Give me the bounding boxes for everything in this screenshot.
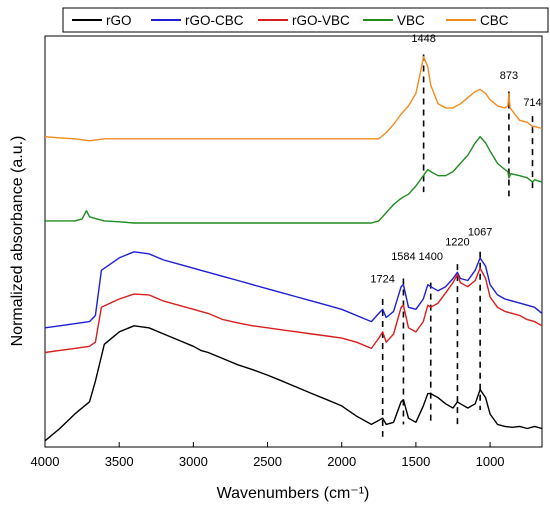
peak-label: 1724 — [370, 274, 394, 286]
series-lines — [44, 55, 543, 442]
legend-label-vbc: VBC — [397, 13, 425, 28]
series-line-rgo — [44, 325, 543, 442]
legend-label-cbc: CBC — [480, 13, 509, 28]
peak-label: 1400 — [418, 251, 442, 263]
y-axis-title: Normalized absorbance (a.u.) — [9, 136, 26, 347]
plot-frame — [44, 35, 543, 448]
peak-label: 1067 — [468, 226, 492, 238]
x-axis-ticks: 4000 3500 3000 2500 2000 1500 1000 — [31, 442, 505, 469]
x-tick-label: 3500 — [105, 454, 134, 469]
series-line-vbc — [45, 135, 543, 224]
x-tick-label: 1500 — [401, 454, 430, 469]
legend-label-rgo-cbc: rGO-CBC — [185, 13, 244, 28]
x-tick-label: 1000 — [476, 454, 505, 469]
x-tick-label: 3000 — [179, 454, 208, 469]
peak-label: 714 — [523, 97, 541, 109]
peak-label: 1448 — [411, 33, 435, 45]
series-line-rgo-vbc — [44, 267, 543, 354]
legend-label-rgo: rGO — [106, 13, 132, 28]
legend-label-rgo-vbc: rGO-VBC — [292, 13, 350, 28]
x-tick-label: 2000 — [327, 454, 356, 469]
peak-label: 873 — [500, 70, 518, 82]
series-line-rgo-cbc — [44, 251, 543, 329]
peak-label: 1584 — [391, 251, 415, 263]
x-tick-label: 4000 — [31, 454, 60, 469]
x-axis-title: Wavenumbers (cm⁻¹) — [217, 485, 370, 502]
peak-label: 1220 — [445, 237, 469, 249]
x-tick-label: 2500 — [253, 454, 282, 469]
series-line-cbc — [44, 55, 543, 142]
legend: rGO rGO-CBC rGO-VBC VBC CBC — [62, 7, 549, 33]
